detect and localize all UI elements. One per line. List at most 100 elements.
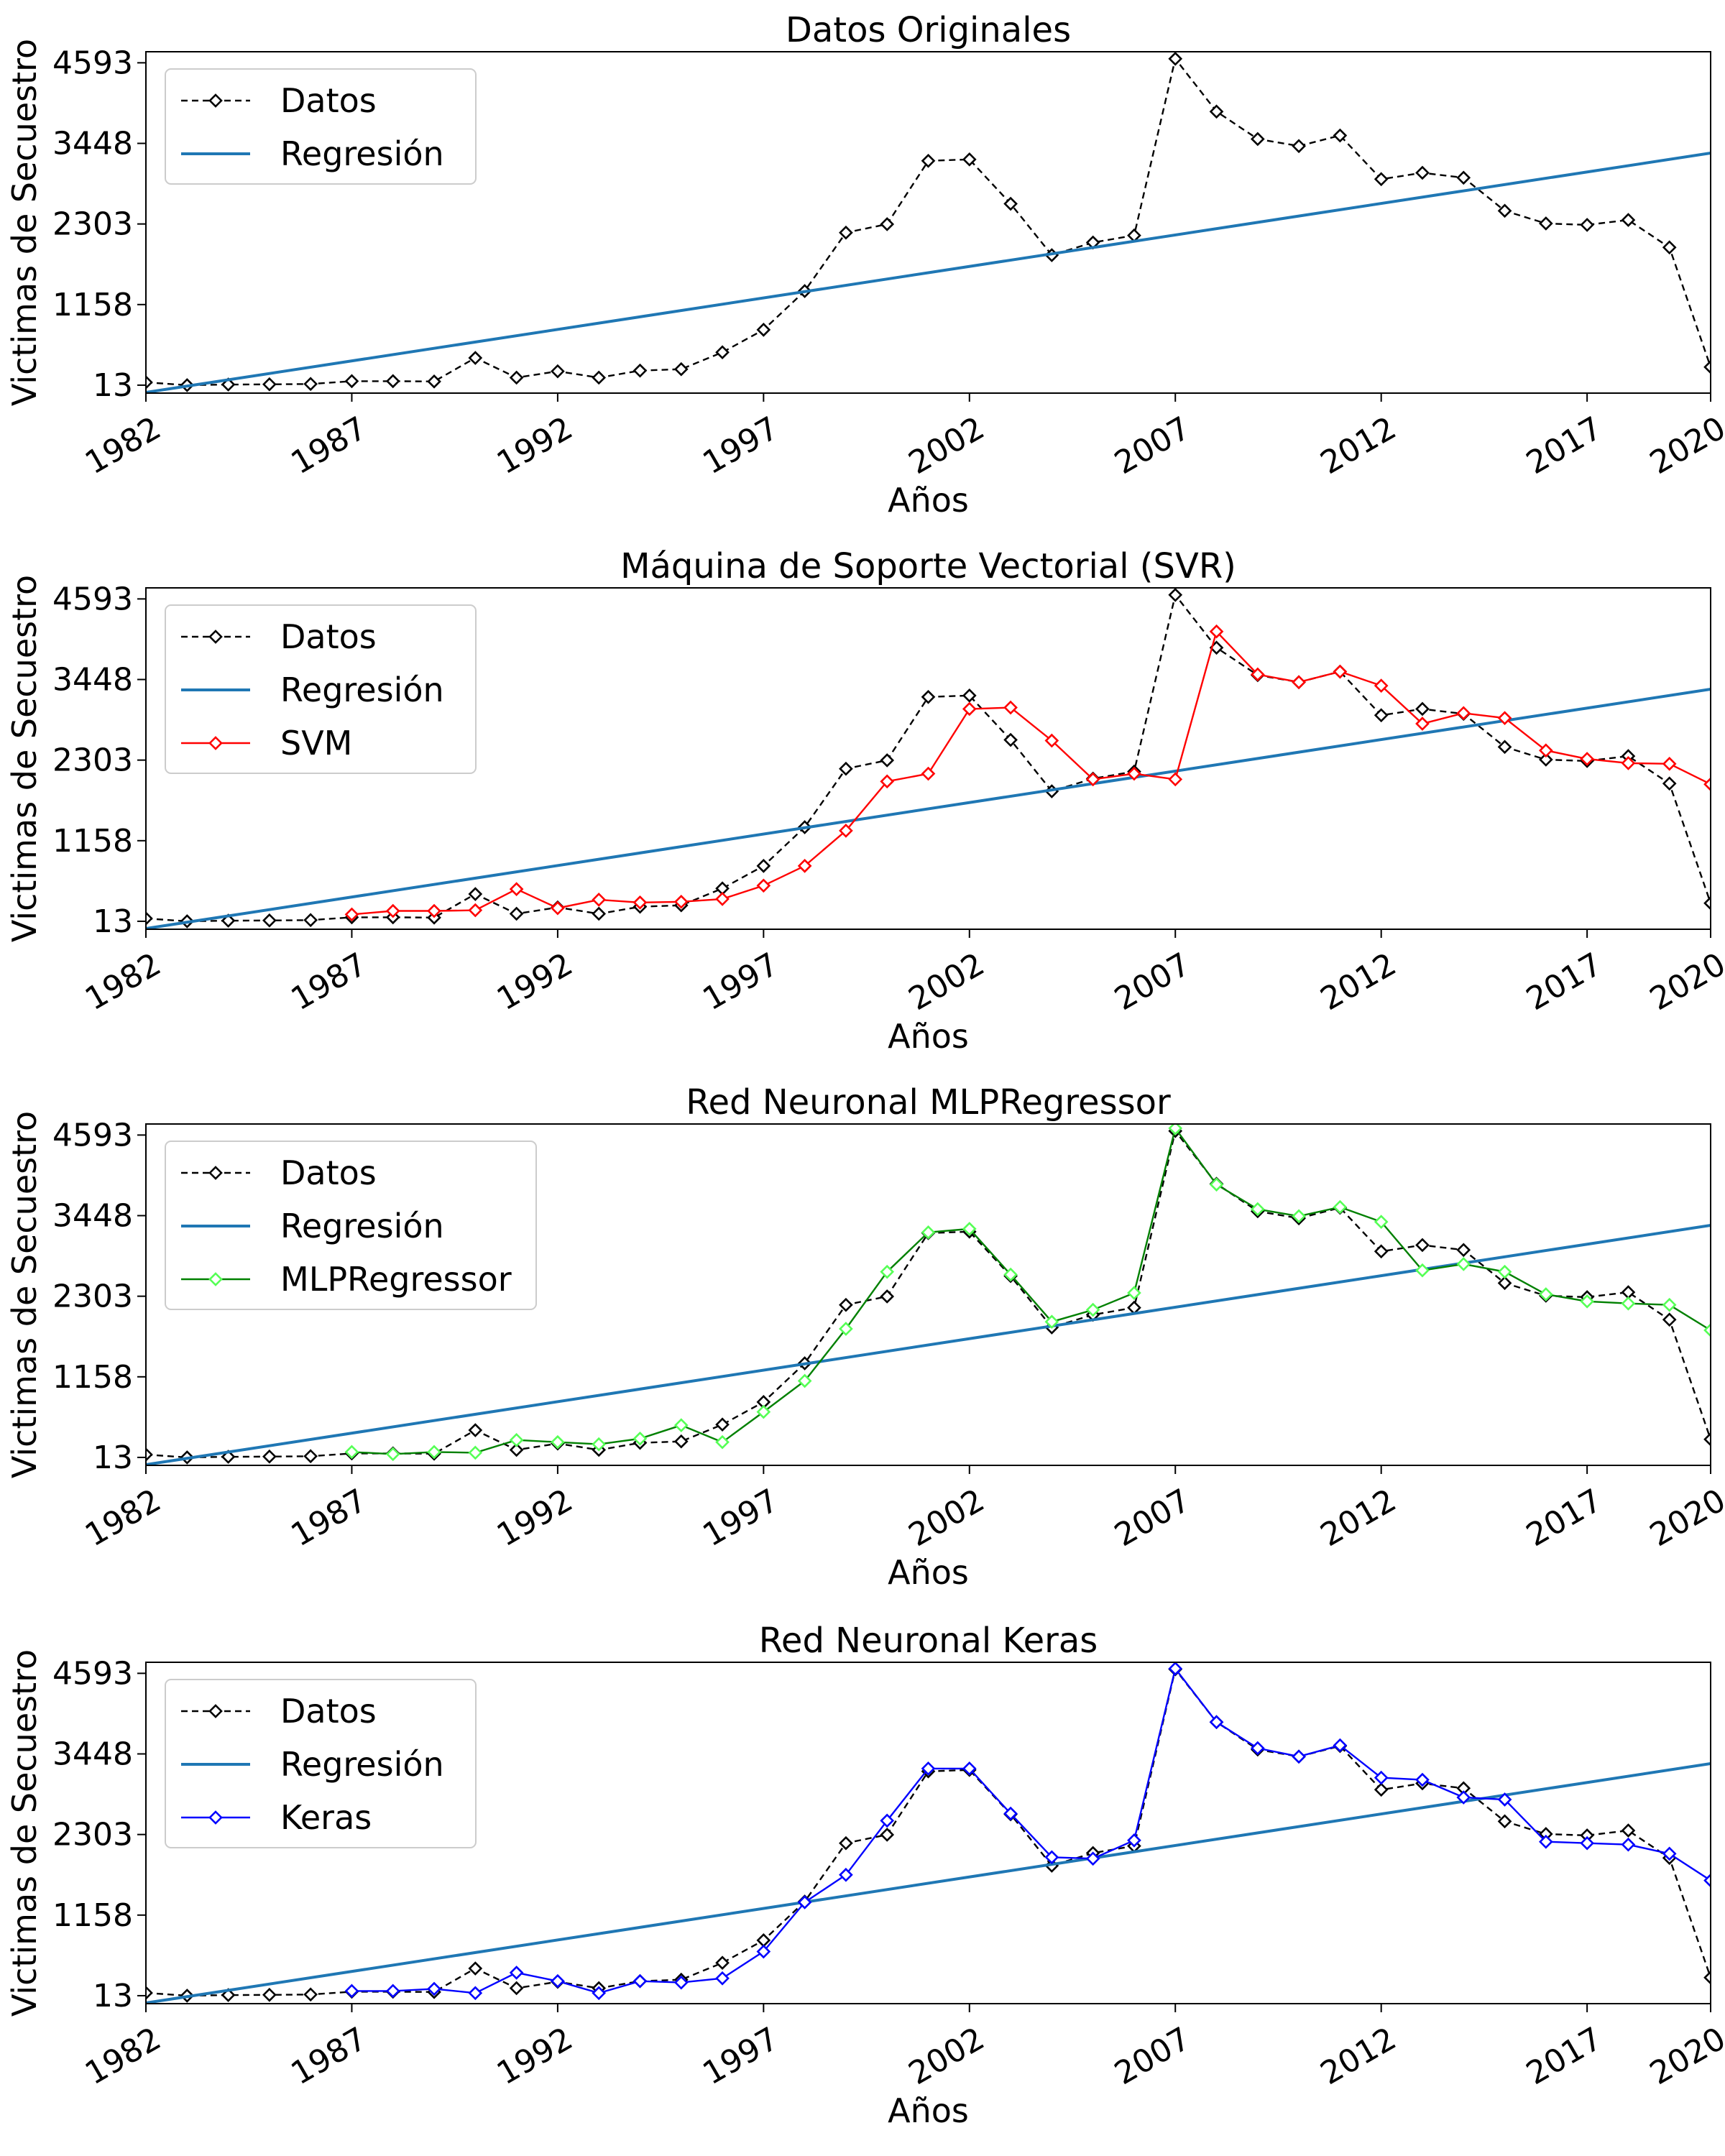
data-point-mlpregressor <box>1209 1177 1224 1192</box>
data-point-datos <box>1374 708 1389 723</box>
data-point-svm <box>509 882 524 897</box>
series-line-regresion <box>146 1224 1711 1465</box>
data-point-datos <box>303 913 318 928</box>
data-point-datos <box>1539 216 1553 231</box>
data-point-keras <box>1621 1837 1636 1852</box>
data-point-datos <box>1374 172 1389 187</box>
data-point-keras <box>839 1867 853 1882</box>
data-point-datos <box>1415 1238 1430 1253</box>
x-tick-label: 2007 <box>1108 2020 1196 2092</box>
y-tick-label: 2303 <box>52 206 133 243</box>
data-point-svm <box>1333 664 1348 679</box>
data-point-keras <box>1168 1662 1183 1676</box>
data-point-mlpregressor <box>1662 1297 1677 1312</box>
data-point-keras <box>1292 1749 1306 1764</box>
data-point-svm <box>1250 667 1265 682</box>
chart-mlp: Red Neuronal MLPRegressor 13 1158 2303 3448 4… <box>5 1082 1725 1592</box>
data-point-datos <box>756 323 771 337</box>
data-point-datos <box>344 374 359 389</box>
legend-label: Datos <box>280 81 377 120</box>
legend-label: Datos <box>280 1153 377 1192</box>
data-point-datos <box>303 1449 318 1464</box>
data-point-svm <box>715 892 730 906</box>
legend-entry-regresion: Regresión <box>181 1207 444 1245</box>
data-point-svm <box>880 774 895 789</box>
data-point-datos <box>673 361 689 377</box>
x-tick-label: 2012 <box>1315 410 1402 482</box>
series-regresion <box>146 688 1711 929</box>
data-point-datos <box>551 364 565 379</box>
data-point-datos <box>880 217 895 231</box>
data-point-keras <box>468 1986 483 2001</box>
legend-entry-regresion: Regresión <box>181 134 444 173</box>
data-point-datos <box>262 377 277 392</box>
y-tick-label: 2303 <box>52 1279 133 1315</box>
data-point-datos <box>921 153 936 168</box>
series-keras <box>344 1662 1711 2001</box>
y-tick-label: 2303 <box>52 742 133 779</box>
data-point-mlpregressor <box>1539 1287 1553 1302</box>
x-axis-label: Años <box>888 2091 969 2130</box>
legend-marker <box>208 1272 223 1286</box>
y-tick-label: 1158 <box>52 1359 133 1396</box>
data-point-keras <box>1250 1741 1265 1756</box>
data-point-datos <box>1621 1823 1636 1838</box>
legend: Datos Regresión SVM <box>165 604 477 774</box>
legend-box <box>165 1141 537 1310</box>
x-tick-label: 1997 <box>696 1482 784 1554</box>
x-tick-label: 2007 <box>1108 410 1196 482</box>
data-point-mlpregressor <box>551 1434 565 1450</box>
data-point-mlpregressor <box>632 1431 648 1446</box>
legend: Datos Regresión Keras <box>165 1679 477 1848</box>
data-point-svm <box>385 903 400 918</box>
x-tick-label: 2007 <box>1108 1482 1196 1554</box>
x-tick-label: 2012 <box>1315 1482 1402 1554</box>
data-point-keras <box>1415 1772 1430 1787</box>
data-point-datos <box>592 370 607 385</box>
y-tick-label: 13 <box>93 903 133 940</box>
data-point-datos <box>1662 240 1677 255</box>
data-point-datos <box>221 1450 236 1464</box>
data-point-datos <box>756 859 771 873</box>
data-point-datos <box>1703 1432 1711 1447</box>
x-axis-label: Años <box>888 1553 969 1592</box>
legend-label: Regresión <box>280 1745 444 1784</box>
y-tick-label: 3448 <box>52 1736 133 1773</box>
x-tick-label: 1982 <box>79 946 167 1018</box>
legend-entry-keras: Keras <box>181 1798 372 1837</box>
x-tick-label: 1987 <box>285 2020 372 2092</box>
legend-label: Regresión <box>280 134 444 173</box>
x-tick-label: 1982 <box>79 410 167 482</box>
chart-keras: Red Neuronal Keras 13 1158 2303 3448 4593 1982… <box>5 1621 1725 2130</box>
data-point-datos <box>221 913 236 928</box>
series-regresion <box>146 152 1711 393</box>
data-point-datos <box>1497 740 1512 755</box>
data-point-mlpregressor <box>1374 1215 1389 1229</box>
data-point-datos <box>146 1447 153 1462</box>
x-tick-label: 1987 <box>285 410 372 482</box>
data-point-mlpregressor <box>1003 1267 1018 1282</box>
plot-area <box>146 1124 1711 1465</box>
data-point-datos <box>673 1434 689 1449</box>
data-point-svm <box>797 859 812 873</box>
series-line-svm <box>351 630 1711 916</box>
data-point-mlpregressor <box>962 1222 977 1236</box>
data-point-svm <box>1580 752 1594 766</box>
data-point-svm <box>921 766 936 781</box>
data-point-datos <box>839 1297 853 1312</box>
data-point-keras <box>1044 1850 1059 1865</box>
data-point-mlpregressor <box>880 1264 895 1279</box>
data-point-svm <box>551 900 565 916</box>
data-point-mlpregressor <box>1497 1264 1512 1279</box>
data-point-keras <box>632 1973 648 1989</box>
data-point-svm <box>1539 743 1553 758</box>
data-point-datos <box>1621 213 1636 227</box>
data-point-keras <box>427 1981 441 1996</box>
data-point-datos <box>1168 588 1183 602</box>
data-point-mlpregressor <box>1044 1314 1059 1330</box>
data-point-datos <box>1374 1244 1389 1259</box>
data-point-datos <box>146 911 153 926</box>
data-point-datos <box>592 906 607 921</box>
series-regresion <box>146 1762 1711 2004</box>
x-tick-label: 2020 <box>1644 946 1725 1018</box>
